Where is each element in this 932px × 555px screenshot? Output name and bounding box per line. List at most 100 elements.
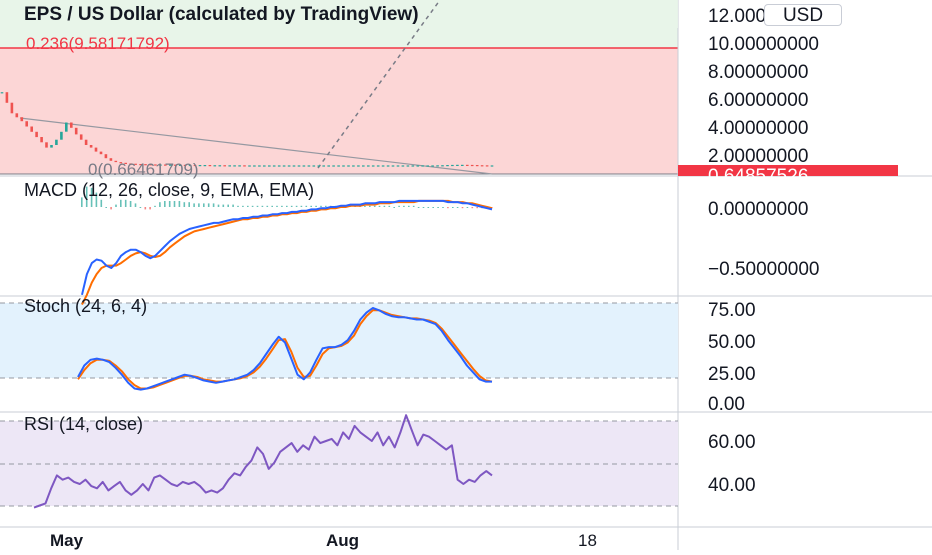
macd-histogram-bar bbox=[232, 204, 234, 207]
price-candle bbox=[386, 165, 390, 167]
macd-histogram-bar bbox=[217, 204, 220, 207]
price-candle bbox=[302, 165, 306, 167]
macd-histogram-bar bbox=[81, 197, 83, 207]
price-candle bbox=[169, 164, 172, 166]
macd-histogram-bar bbox=[188, 202, 190, 207]
price-tick: 6.00000000 bbox=[708, 90, 808, 111]
price-candle bbox=[461, 164, 464, 166]
price-candle bbox=[456, 164, 459, 166]
macd-histogram-bar bbox=[242, 205, 244, 207]
macd-signal-line bbox=[81, 199, 493, 306]
price-candle bbox=[40, 137, 43, 143]
price-candle bbox=[357, 165, 360, 167]
price-candle bbox=[416, 165, 420, 167]
price-candle bbox=[490, 165, 494, 167]
macd-histogram-bar bbox=[276, 205, 278, 207]
macd-histogram-bar bbox=[437, 207, 439, 208]
macd-histogram-bar bbox=[295, 205, 298, 207]
price-candle bbox=[332, 165, 335, 167]
time-tick: 18 bbox=[578, 531, 597, 550]
price-candle bbox=[154, 164, 157, 166]
price-candle bbox=[292, 165, 296, 167]
price-candle bbox=[55, 139, 58, 145]
price-candle bbox=[436, 165, 439, 167]
macd-histogram-bar bbox=[315, 205, 317, 207]
macd-histogram-bar bbox=[100, 199, 103, 207]
price-candle bbox=[475, 165, 479, 167]
price-candle bbox=[183, 164, 187, 166]
price-candle bbox=[198, 165, 202, 167]
macd-histogram-bar bbox=[281, 205, 283, 207]
price-candle bbox=[485, 165, 489, 167]
macd-histogram-bar bbox=[193, 203, 195, 207]
price-candle bbox=[5, 92, 9, 103]
currency-button[interactable]: USD bbox=[764, 4, 842, 26]
price-candle bbox=[218, 165, 222, 167]
projection-dashed-line[interactable] bbox=[317, 0, 441, 169]
macd-histogram-bar bbox=[227, 204, 229, 207]
macd-histogram-bar bbox=[286, 205, 288, 207]
price-candle bbox=[164, 164, 167, 166]
price-candle bbox=[84, 139, 88, 145]
macd-histogram-bar bbox=[300, 205, 303, 207]
macd-histogram-bar bbox=[471, 207, 474, 209]
price-axis[interactable]: 12.00000000 10.00000000 8.00000000 6.000… bbox=[678, 6, 898, 496]
price-candle bbox=[119, 162, 123, 164]
price-candle bbox=[431, 165, 434, 167]
macd-histogram-bar bbox=[105, 207, 107, 208]
stoch-tick: 50.00 bbox=[708, 332, 756, 353]
price-candle bbox=[376, 165, 380, 167]
macd-tick: 0.00000000 bbox=[708, 199, 808, 220]
macd-histogram-bar bbox=[373, 205, 376, 207]
price-candle bbox=[70, 122, 73, 128]
price-candle bbox=[15, 113, 19, 118]
price-candle bbox=[421, 165, 424, 167]
price-candle bbox=[10, 102, 14, 114]
price-candle bbox=[159, 164, 162, 166]
price-candle bbox=[223, 165, 226, 167]
macd-histogram-bar bbox=[442, 207, 444, 208]
price-candle bbox=[391, 165, 395, 167]
price-candle bbox=[173, 164, 177, 166]
price-candle bbox=[243, 165, 246, 167]
price-candle bbox=[411, 165, 415, 167]
time-axis[interactable]: May Aug 18 bbox=[50, 531, 597, 550]
price-candle bbox=[45, 142, 48, 148]
stoch-tick: 0.00 bbox=[708, 394, 745, 415]
macd-histogram-bar bbox=[393, 207, 395, 208]
macd-histogram-bar bbox=[247, 205, 249, 207]
macd-histogram-bar bbox=[212, 203, 215, 207]
chart-title: EPS / US Dollar (calculated by TradingVi… bbox=[24, 4, 419, 25]
macd-histogram-bar bbox=[305, 205, 308, 207]
rsi-title: RSI (14, close) bbox=[24, 414, 143, 434]
macd-histogram-bar bbox=[120, 199, 122, 207]
price-candle bbox=[322, 165, 325, 167]
price-candle bbox=[282, 165, 286, 167]
price-candle bbox=[89, 145, 93, 148]
fib-lower-zone bbox=[0, 48, 678, 174]
macd-histogram-bar bbox=[320, 205, 322, 207]
trend-line-drawing[interactable] bbox=[19, 117, 493, 175]
price-candle bbox=[20, 117, 24, 122]
macd-histogram-bar bbox=[168, 201, 171, 207]
macd-histogram-bar bbox=[124, 199, 127, 207]
price-candle bbox=[188, 164, 192, 167]
macd-tick: −0.50000000 bbox=[708, 259, 819, 280]
price-candle bbox=[99, 151, 103, 155]
macd-histogram-bar bbox=[149, 207, 151, 210]
title-fade bbox=[662, 0, 678, 28]
macd-histogram-bar bbox=[271, 205, 273, 207]
macd-histogram-bar bbox=[251, 205, 254, 207]
macd-histogram-bar bbox=[173, 201, 176, 207]
price-candle bbox=[371, 165, 375, 167]
macd-histogram-bar bbox=[461, 207, 464, 209]
price-candle bbox=[426, 165, 429, 167]
macd-histogram-bar bbox=[134, 203, 137, 207]
macd-histogram-bar bbox=[183, 202, 186, 207]
price-candle bbox=[30, 126, 33, 132]
price-tick: 10.00000000 bbox=[708, 34, 819, 55]
macd-histogram-bar bbox=[364, 205, 366, 207]
macd-histogram-bar bbox=[427, 207, 430, 208]
